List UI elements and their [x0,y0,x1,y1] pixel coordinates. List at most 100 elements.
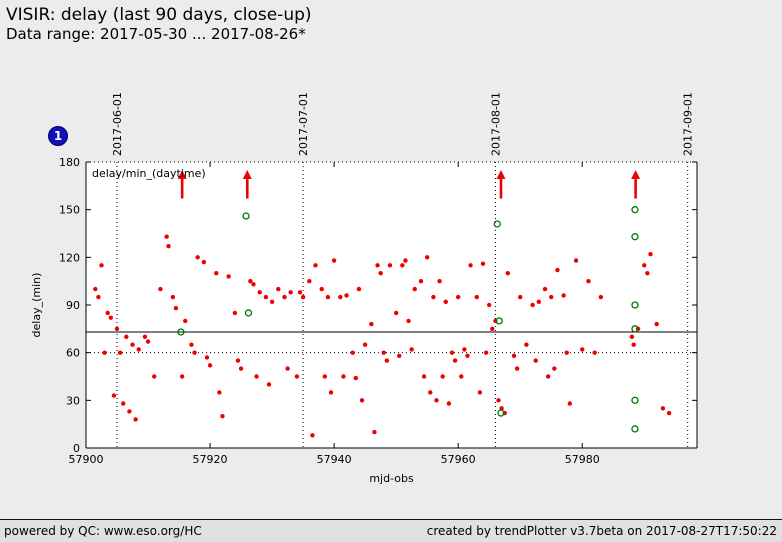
scatter-point-red [232,310,238,316]
scatter-point-red [666,410,672,416]
scatter-point-red [549,294,554,300]
scatter-point-red [660,406,666,411]
scatter-point-red [631,342,636,347]
scatter-point-red [400,263,405,268]
scatter-point-red [195,255,200,260]
scatter-point-red [136,347,141,352]
scatter-point-red [381,350,386,355]
scatter-point-red [276,286,281,292]
scatter-point-red [285,366,290,371]
scatter-point-red [486,302,492,308]
scatter-point-red [434,398,439,403]
scatter-point-red [248,278,253,284]
scatter-point-red [121,401,126,406]
y-tick-label: 60 [66,347,80,360]
scatter-point-red [449,350,455,355]
scatter-point-red [307,278,312,284]
overflow-arrow-head [631,169,641,179]
scatter-point-red [102,350,107,355]
scatter-point-red [313,263,318,268]
scatter-point-red [325,294,331,300]
scatter-point-red [353,375,359,381]
scatter-point-red [142,334,148,339]
scatter-point-red [431,294,436,300]
footer-qc-link: powered by QC: www.eso.org/HC [4,523,202,538]
scatter-point-red [310,433,315,438]
scatter-point-red [480,261,486,266]
y-tick-label: 180 [59,156,80,169]
scatter-point-red [483,350,489,355]
scatter-point-red [459,374,464,379]
scatter-point-red [359,398,365,403]
scatter-point-green [177,328,185,336]
scatter-point-green [631,206,639,214]
scatter-point-red [545,374,551,379]
scatter-point-red [266,382,272,387]
scatter-point-red [207,363,213,368]
x-tick-label: 57920 [193,453,228,466]
scatter-point-red [499,406,504,411]
scatter-point-red [173,305,179,311]
scatter-point-red [552,366,557,371]
scatter-point-red [158,286,163,292]
scatter-point-red [111,393,117,398]
scatter-point-red [477,390,483,395]
scatter-point-red [263,294,269,300]
scatter-point-red [257,290,262,295]
scatter-point-red [282,294,287,300]
scatter-point-red [514,366,520,371]
scatter-point-red [418,278,424,284]
scatter-point-red [511,353,517,359]
scatter-point-red [294,374,300,379]
scatter-point-red [642,263,647,268]
month-line-label: 2017-09-01 [682,92,695,156]
scatter-point-red [586,278,591,284]
scatter-point-red [105,310,110,316]
scatter-point-red [505,271,511,276]
scatter-point-red [564,350,569,355]
scatter-point-green [631,425,639,433]
scatter-point-red [406,318,411,324]
scatter-point-red [524,342,529,347]
scatter-point-red [117,350,123,355]
scatter-point-green [497,409,505,417]
scatter-point-red [424,255,430,260]
scatter-point-red [536,299,542,305]
scatter-point-red [331,258,337,263]
scatter-point-red [443,299,448,305]
scatter-point-red [542,286,548,292]
scatter-point-red [189,342,194,347]
scatter-point-green [631,301,639,309]
scatter-point-red [251,282,256,287]
scatter-point-red [130,342,135,347]
scatter-point-red [166,244,171,249]
y-tick-label: 90 [66,299,80,312]
plot-index-badge[interactable]: 1 [48,126,68,146]
scatter-point-red [387,263,393,268]
scatter-point-red [341,374,346,379]
x-tick-label: 57980 [565,453,600,466]
scatter-point-red [93,286,98,292]
scatter-point-red [164,234,169,239]
month-line-label: 2017-06-01 [111,92,124,156]
scatter-point-red [127,409,132,414]
page-header: VISIR: delay (last 90 days, close-up) Da… [6,5,312,45]
scatter-point-red [437,278,442,284]
month-line-label: 2017-07-01 [297,92,310,156]
scatter-point-red [362,342,368,347]
scatter-point-red [133,417,138,422]
scatter-point-red [179,374,185,379]
footer-bar: powered by QC: www.eso.org/HC created by… [0,519,782,542]
scatter-point-red [452,358,458,363]
scatter-point-red [409,347,414,352]
scatter-point-red [297,290,303,295]
scatter-point-red [369,321,374,327]
scatter-point-red [393,310,399,316]
scatter-point-green [631,396,639,404]
scatter-point-red [372,429,377,435]
scatter-point-red [254,374,259,379]
scatter-point-red [440,374,445,379]
scatter-point-red [170,294,176,300]
scatter-point-red [446,401,452,406]
